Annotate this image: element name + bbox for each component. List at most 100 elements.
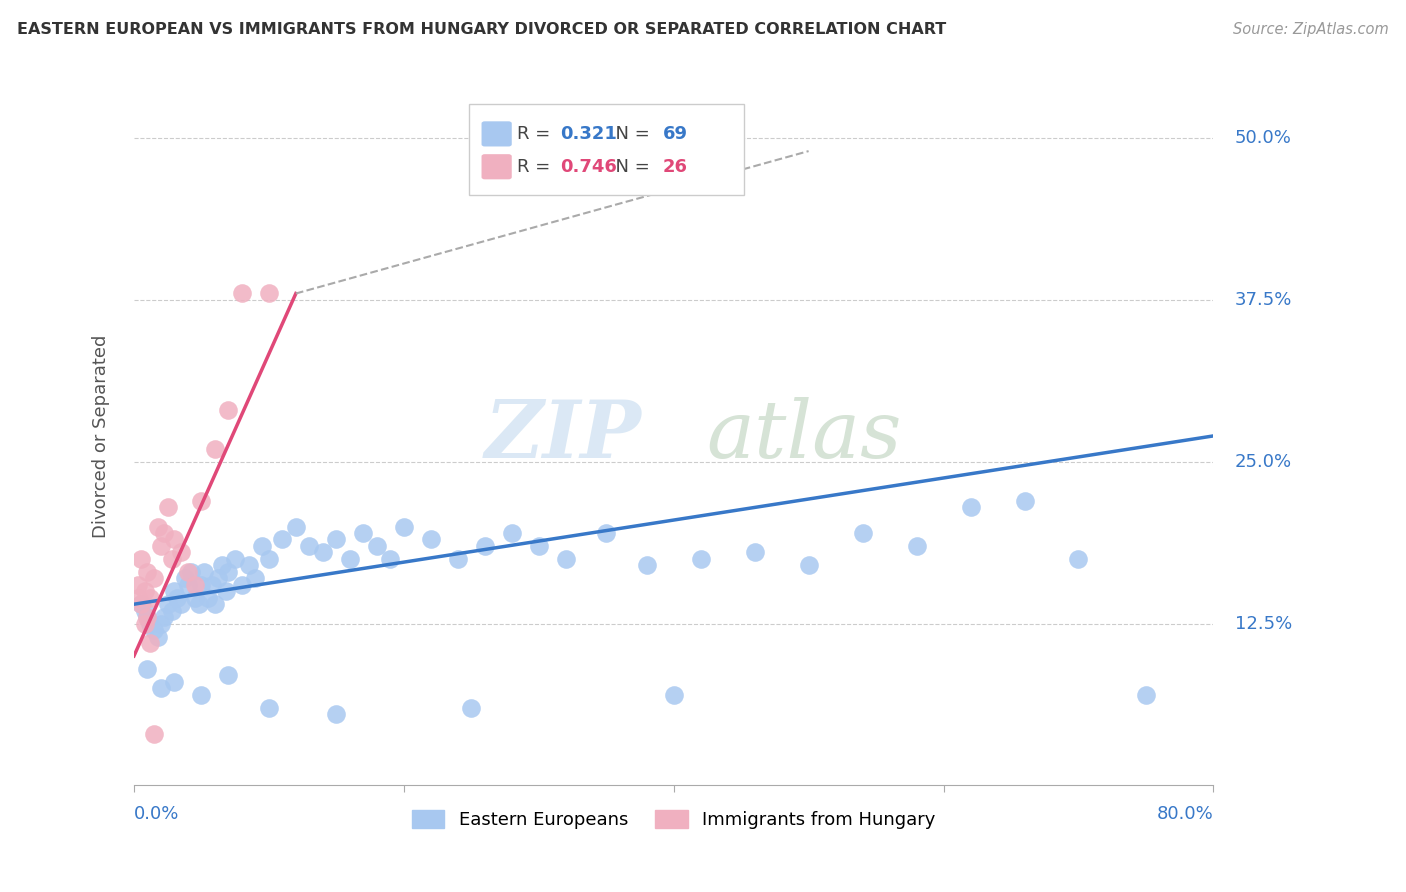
Point xyxy=(127,591,149,605)
Point xyxy=(190,578,212,592)
Point xyxy=(231,286,253,301)
FancyBboxPatch shape xyxy=(481,121,512,146)
Point xyxy=(325,707,347,722)
Point xyxy=(284,519,307,533)
FancyBboxPatch shape xyxy=(481,154,512,179)
Point xyxy=(170,545,193,559)
Text: 80.0%: 80.0% xyxy=(1157,805,1213,823)
Point xyxy=(136,610,159,624)
Point xyxy=(197,591,219,605)
Point xyxy=(129,597,152,611)
Point xyxy=(166,591,188,605)
Point xyxy=(204,597,226,611)
Text: ZIP: ZIP xyxy=(485,397,641,475)
Point xyxy=(177,578,200,592)
Point xyxy=(136,662,159,676)
Point xyxy=(207,571,229,585)
Point xyxy=(217,668,239,682)
Point xyxy=(183,578,205,592)
Point xyxy=(180,565,202,579)
Text: atlas: atlas xyxy=(706,397,901,475)
Point xyxy=(744,545,766,559)
Point xyxy=(257,286,280,301)
Point xyxy=(143,726,166,740)
Point xyxy=(1067,552,1090,566)
Point xyxy=(460,700,482,714)
Point xyxy=(797,558,820,573)
Text: Source: ZipAtlas.com: Source: ZipAtlas.com xyxy=(1233,22,1389,37)
Text: R =: R = xyxy=(517,158,557,176)
Point xyxy=(215,584,238,599)
Point xyxy=(160,552,183,566)
Point xyxy=(129,552,152,566)
FancyBboxPatch shape xyxy=(468,103,744,194)
Point xyxy=(177,565,200,579)
Point xyxy=(139,636,162,650)
Text: 50.0%: 50.0% xyxy=(1234,129,1292,147)
Point xyxy=(217,565,239,579)
Text: EASTERN EUROPEAN VS IMMIGRANTS FROM HUNGARY DIVORCED OR SEPARATED CORRELATION CH: EASTERN EUROPEAN VS IMMIGRANTS FROM HUNG… xyxy=(17,22,946,37)
Point xyxy=(689,552,711,566)
Text: 37.5%: 37.5% xyxy=(1234,291,1292,309)
Point xyxy=(257,700,280,714)
Text: 12.5%: 12.5% xyxy=(1234,615,1292,632)
Point xyxy=(271,533,294,547)
Point xyxy=(211,558,233,573)
Point xyxy=(325,533,347,547)
Point xyxy=(148,630,170,644)
Point xyxy=(139,616,162,631)
Point xyxy=(366,539,388,553)
Point xyxy=(163,674,186,689)
Point xyxy=(527,539,550,553)
Point xyxy=(501,526,523,541)
Point xyxy=(163,584,186,599)
Point xyxy=(250,539,273,553)
Text: N =: N = xyxy=(603,158,655,176)
Point xyxy=(190,688,212,702)
Point xyxy=(170,597,193,611)
Point xyxy=(852,526,875,541)
Point xyxy=(143,571,166,585)
Text: 25.0%: 25.0% xyxy=(1234,453,1292,471)
Point xyxy=(339,552,361,566)
Point xyxy=(134,584,156,599)
Point xyxy=(636,558,658,573)
Point xyxy=(257,552,280,566)
Point xyxy=(136,565,159,579)
Point xyxy=(163,533,186,547)
Text: 26: 26 xyxy=(662,158,688,176)
Point xyxy=(183,591,205,605)
Point xyxy=(245,571,267,585)
Point xyxy=(149,539,172,553)
Point xyxy=(160,604,183,618)
Point xyxy=(152,610,174,624)
Point xyxy=(134,604,156,618)
Text: R =: R = xyxy=(517,125,557,143)
Text: 69: 69 xyxy=(662,125,688,143)
Point xyxy=(392,519,415,533)
Point xyxy=(959,500,981,515)
Text: 0.0%: 0.0% xyxy=(134,805,180,823)
Point xyxy=(139,591,162,605)
Point xyxy=(905,539,928,553)
Point xyxy=(129,597,152,611)
Point xyxy=(474,539,496,553)
Point xyxy=(1135,688,1157,702)
Point xyxy=(238,558,260,573)
Point xyxy=(298,539,321,553)
Point xyxy=(217,403,239,417)
Point xyxy=(554,552,576,566)
Point xyxy=(1014,493,1036,508)
Point xyxy=(156,597,179,611)
Point xyxy=(190,493,212,508)
Text: 0.321: 0.321 xyxy=(561,125,617,143)
Point xyxy=(312,545,335,559)
Point xyxy=(447,552,470,566)
Point xyxy=(143,623,166,637)
Y-axis label: Divorced or Separated: Divorced or Separated xyxy=(93,334,110,538)
Point xyxy=(224,552,246,566)
Point xyxy=(174,571,197,585)
Point xyxy=(149,681,172,696)
Point xyxy=(419,533,441,547)
Point xyxy=(152,526,174,541)
